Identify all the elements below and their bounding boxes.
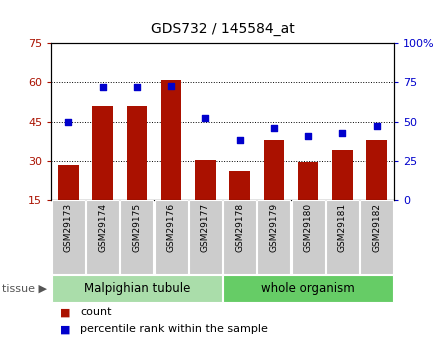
Text: ■: ■ — [60, 325, 71, 334]
Text: GSM29177: GSM29177 — [201, 203, 210, 252]
Text: tissue ▶: tissue ▶ — [2, 284, 47, 294]
Text: GSM29181: GSM29181 — [338, 203, 347, 252]
Bar — [126, 106, 147, 200]
Bar — [229, 171, 250, 200]
Point — [271, 125, 278, 131]
Bar — [360, 200, 393, 274]
Text: GSM29174: GSM29174 — [98, 203, 107, 252]
Text: count: count — [80, 307, 112, 317]
Point — [339, 130, 346, 135]
Point — [65, 119, 72, 125]
Bar — [258, 200, 290, 274]
Bar — [86, 200, 119, 274]
Bar — [161, 80, 182, 200]
Bar — [332, 150, 353, 200]
Bar — [52, 200, 85, 274]
Bar — [298, 162, 319, 200]
Point — [373, 124, 380, 129]
Bar — [189, 200, 222, 274]
Text: GSM29178: GSM29178 — [235, 203, 244, 252]
Text: GSM29173: GSM29173 — [64, 203, 73, 252]
Text: Malpighian tubule: Malpighian tubule — [84, 283, 190, 295]
Text: GSM29182: GSM29182 — [372, 203, 381, 252]
Text: whole organism: whole organism — [261, 283, 355, 295]
Bar — [195, 159, 216, 200]
Point — [305, 133, 312, 138]
Point — [99, 84, 106, 90]
Text: GSM29175: GSM29175 — [132, 203, 142, 252]
Text: ■: ■ — [60, 307, 71, 317]
Bar — [263, 140, 284, 200]
Point — [202, 116, 209, 121]
Bar — [92, 106, 113, 200]
Text: GSM29179: GSM29179 — [269, 203, 279, 252]
Bar — [292, 200, 324, 274]
Text: GDS732 / 145584_at: GDS732 / 145584_at — [150, 22, 295, 36]
Bar — [58, 165, 79, 200]
Point — [134, 84, 141, 90]
Bar — [121, 200, 153, 274]
Text: percentile rank within the sample: percentile rank within the sample — [80, 325, 268, 334]
Point — [236, 138, 243, 143]
Bar — [223, 200, 256, 274]
Bar — [326, 200, 359, 274]
Bar — [366, 140, 387, 200]
Bar — [155, 200, 187, 274]
Point — [168, 83, 175, 88]
Text: GSM29176: GSM29176 — [166, 203, 176, 252]
Bar — [52, 275, 222, 303]
Bar — [223, 275, 393, 303]
Text: GSM29180: GSM29180 — [303, 203, 313, 252]
